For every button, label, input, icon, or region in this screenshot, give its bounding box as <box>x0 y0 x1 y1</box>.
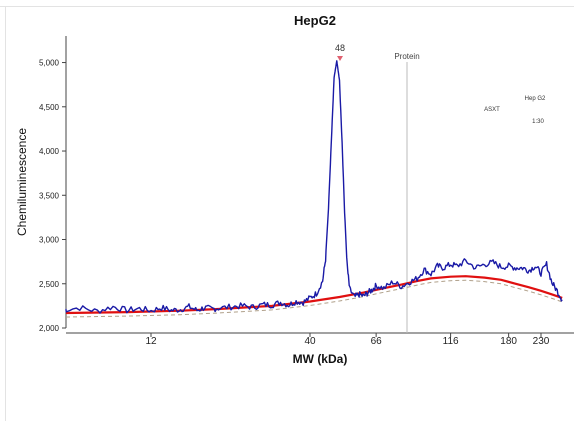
signal-trace <box>65 60 563 314</box>
y-tick-label: 2,500 <box>39 280 60 289</box>
y-tick-label: 4,000 <box>39 147 60 156</box>
x-tick-label: 180 <box>500 336 517 347</box>
y-tick-label: 3,000 <box>39 236 60 245</box>
series-group <box>65 60 563 318</box>
x-axis: 12 40 66 116 180 230 <box>66 332 574 347</box>
y-axis: 2,000 2,500 3,000 3,500 4,000 4,500 5,000 <box>39 36 67 333</box>
y-tick-label: 2,000 <box>39 324 60 333</box>
frame-top-border <box>0 6 574 7</box>
x-tick-label: 66 <box>371 336 383 347</box>
annotation-dilution: 1:30 <box>532 119 544 125</box>
chart-title: HepG2 <box>294 13 336 28</box>
y-axis-label: Chemiluminescence <box>15 128 29 236</box>
protein-marker-label: Protein <box>394 52 419 61</box>
y-tick-label: 5,000 <box>39 59 60 68</box>
peak-marker <box>337 56 343 61</box>
annotation-hepg2: Hep G2 <box>525 96 546 102</box>
baseline-fit-line <box>65 275 563 315</box>
y-tick-label: 3,500 <box>39 191 60 200</box>
x-tick-label: 12 <box>145 336 157 347</box>
baseline-fit-dashed <box>65 279 563 318</box>
x-axis-label: MW (kDa) <box>293 352 348 366</box>
peak-label: 48 <box>335 43 345 53</box>
x-tick-label: 230 <box>533 336 550 347</box>
frame-left-border <box>5 6 6 421</box>
x-tick-label: 40 <box>304 336 316 347</box>
y-tick-label: 4,500 <box>39 103 60 112</box>
annotation-asxt: ASXT <box>484 107 500 113</box>
x-tick-label: 116 <box>443 336 459 347</box>
